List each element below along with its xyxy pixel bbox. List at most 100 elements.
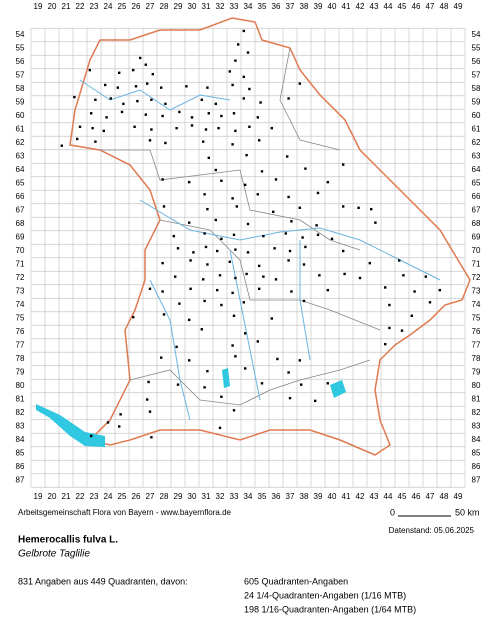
occurrence-dot bbox=[175, 345, 178, 349]
y-label: 63 bbox=[472, 152, 481, 161]
occurrence-dot bbox=[148, 410, 152, 413]
occurrence-dot bbox=[206, 369, 209, 373]
x-label: 31 bbox=[202, 2, 211, 11]
x-label: 26 bbox=[132, 2, 141, 11]
x-label: 31 bbox=[202, 492, 211, 501]
occurrence-dot bbox=[413, 290, 416, 293]
y-label: 86 bbox=[472, 462, 481, 471]
occurrence-dot bbox=[298, 206, 301, 209]
x-label: 45 bbox=[398, 2, 407, 11]
occurrence-dot bbox=[234, 355, 237, 358]
occurrence-dot bbox=[188, 221, 191, 224]
occurrence-dot bbox=[272, 210, 275, 214]
occurrence-dot bbox=[384, 342, 387, 346]
y-label: 56 bbox=[16, 57, 25, 66]
occurrence-dot bbox=[161, 290, 164, 293]
occurrence-dot bbox=[262, 234, 265, 238]
scale-end: 50 km bbox=[455, 507, 480, 517]
occurrence-dot bbox=[220, 303, 223, 307]
y-label: 82 bbox=[16, 408, 25, 417]
occurrence-dot bbox=[161, 114, 164, 118]
occurrence-dot bbox=[232, 233, 236, 236]
occurrence-dot bbox=[231, 197, 234, 200]
y-label: 87 bbox=[472, 476, 481, 485]
occurrence-dot bbox=[302, 299, 306, 303]
occurrence-dot bbox=[374, 221, 377, 224]
occurrence-dot bbox=[218, 426, 222, 430]
y-label: 61 bbox=[472, 125, 481, 134]
occurrence-dot bbox=[228, 260, 231, 263]
x-label: 48 bbox=[440, 2, 449, 11]
occurrence-dot bbox=[258, 264, 261, 268]
occurrence-dot bbox=[234, 59, 237, 62]
occurrence-dot bbox=[203, 386, 206, 389]
x-label: 27 bbox=[146, 2, 155, 11]
occurrence-dot bbox=[134, 85, 138, 88]
occurrence-dot bbox=[262, 275, 265, 278]
y-label: 70 bbox=[16, 246, 25, 255]
occurrence-dot bbox=[188, 359, 191, 362]
occurrence-dot bbox=[398, 259, 401, 262]
x-label: 37 bbox=[286, 492, 295, 501]
x-label: 22 bbox=[76, 492, 85, 501]
rivers bbox=[79, 79, 441, 421]
occurrence-dot bbox=[178, 110, 181, 114]
occurrence-dot bbox=[370, 207, 373, 211]
y-label: 80 bbox=[472, 381, 481, 390]
x-label: 46 bbox=[412, 492, 421, 501]
occurrence-dot bbox=[206, 263, 209, 266]
occurrence-dot bbox=[258, 287, 261, 290]
scale-start: 0 bbox=[390, 507, 395, 517]
occurrence-dot bbox=[326, 382, 329, 385]
occurrence-dot bbox=[216, 288, 219, 292]
occurrence-dot bbox=[204, 245, 208, 249]
x-label: 47 bbox=[426, 2, 435, 11]
occurrence-dot bbox=[204, 128, 208, 131]
occurrence-dot bbox=[146, 398, 149, 401]
district-borders bbox=[100, 47, 381, 406]
occurrence-dot bbox=[290, 220, 293, 223]
occurrence-dot bbox=[207, 156, 210, 160]
x-label: 43 bbox=[370, 2, 379, 11]
occurrence-dot bbox=[200, 328, 203, 331]
occurrence-dot bbox=[220, 114, 223, 118]
occurrence-dot bbox=[232, 409, 236, 412]
y-label: 67 bbox=[472, 206, 481, 215]
occurrence-dot bbox=[132, 68, 135, 72]
x-label: 33 bbox=[230, 492, 239, 501]
x-label: 32 bbox=[216, 492, 225, 501]
occurrence-dot bbox=[428, 301, 432, 304]
occurrence-dot bbox=[200, 98, 203, 101]
occurrence-dot bbox=[220, 237, 223, 241]
occurrence-dot bbox=[368, 261, 371, 265]
y-label: 74 bbox=[16, 300, 25, 309]
occurrence-dot bbox=[150, 436, 153, 439]
occurrence-dot bbox=[228, 70, 231, 73]
x-label: 30 bbox=[188, 2, 197, 11]
y-label: 80 bbox=[16, 381, 25, 390]
occurrence-dot bbox=[164, 141, 167, 145]
y-label: 55 bbox=[16, 44, 25, 53]
x-label: 44 bbox=[384, 2, 393, 11]
x-label: 44 bbox=[384, 492, 393, 501]
y-label: 70 bbox=[472, 246, 481, 255]
y-label: 72 bbox=[16, 273, 25, 282]
occurrence-dot bbox=[270, 126, 273, 130]
y-label: 76 bbox=[472, 327, 481, 336]
occurrence-dot bbox=[342, 205, 345, 208]
y-label: 63 bbox=[16, 152, 25, 161]
stat-line: 24 1/4-Quadranten-Angaben (1/16 MTB) bbox=[244, 590, 406, 600]
occurrence-dot bbox=[216, 249, 219, 253]
y-label: 77 bbox=[472, 341, 481, 350]
x-label: 21 bbox=[62, 492, 71, 501]
occurrence-dot bbox=[151, 72, 154, 76]
occurrence-dot bbox=[276, 357, 279, 361]
occurrence-dot bbox=[150, 98, 153, 101]
occurrence-dot bbox=[109, 97, 112, 100]
occurrence-dot bbox=[90, 434, 93, 438]
stat-line: 605 Quadranten-Angaben bbox=[244, 576, 348, 586]
y-label: 61 bbox=[16, 125, 25, 134]
x-label: 42 bbox=[356, 2, 365, 11]
occurrence-dot bbox=[178, 302, 181, 305]
